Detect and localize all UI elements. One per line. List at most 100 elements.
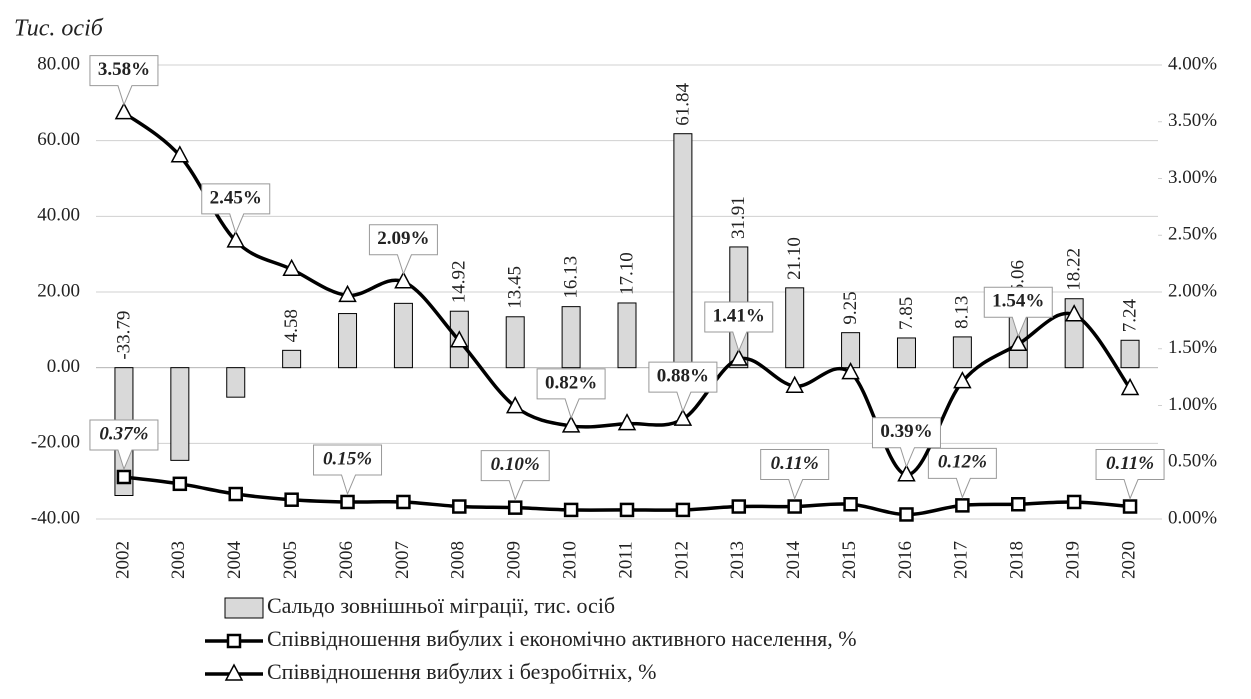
marker [1009,333,1028,351]
x-tick-label: 2016 [895,541,916,579]
y-tick-label: 60.00 [37,129,80,150]
marker [394,271,413,289]
callout: 0.11% [760,449,830,500]
marker [452,499,467,514]
bar-label: 21.10 [784,237,805,280]
callout-box [927,447,997,499]
legend-label: Сальдо зовнішньої міграції, тис. осіб [267,593,615,618]
y2-tick-label: 1.00% [1168,394,1217,415]
bar-label: -33.79 [113,311,134,360]
bar-label: 18.22 [1064,248,1085,291]
bar [1120,339,1140,369]
x-tick-label: 2010 [559,541,580,579]
data-label: 0.11% [1106,453,1154,474]
callout-box [201,183,271,235]
callout: 1.54% [983,286,1053,338]
x-tick-label: 2007 [392,541,413,579]
legend-label: Співвідношення вибулих і економічно акти… [267,626,857,651]
marker [116,469,132,485]
callout: 0.39% [871,417,941,469]
bar-label: 13.45 [505,266,526,309]
y-tick-label: -40.00 [31,507,80,528]
bar-label: 31.91 [728,196,749,239]
marker [172,476,188,492]
bar [170,367,190,461]
y2-tick-label: 3.00% [1168,167,1217,188]
y-axis-label: Тис. осіб [14,16,104,42]
marker [338,284,357,303]
x-tick-label: 2011 [615,541,636,578]
y2-tick-label: 4.00% [1168,53,1217,74]
y2-tick-label: 1.50% [1168,337,1217,358]
marker [955,498,970,513]
marker [841,361,860,380]
data-label: 1.41% [713,305,765,326]
marker [617,413,637,431]
callout-box [536,368,606,420]
y-tick-label: 40.00 [37,205,80,226]
bar [338,313,358,369]
data-label: 2.09% [377,228,429,249]
x-tick-label: 2009 [504,541,525,579]
legend-swatch [224,597,264,619]
marker [340,494,355,510]
bar-label: 7.85 [896,297,917,330]
marker [561,415,581,433]
x-tick-label: 2018 [1007,541,1028,579]
x-tick-label: 2002 [112,541,133,579]
callout: 2.45% [201,183,271,235]
y2-tick-label: 3.50% [1168,110,1217,131]
callout: 0.82% [536,368,606,420]
marker [1066,494,1082,510]
x-tick-label: 2013 [727,541,748,579]
x-tick-label: 2012 [671,541,692,579]
y-tick-label: 20.00 [37,280,80,301]
marker [843,496,858,512]
x-tick-label: 2014 [783,541,804,580]
marker [619,502,635,518]
data-label: 3.58% [98,59,150,80]
x-tick-label: 2020 [1118,541,1139,579]
bar-label: 14.92 [449,260,470,303]
x-tick-label: 2003 [168,541,189,579]
x-tick-label: 2008 [448,541,469,579]
bar [561,306,581,369]
data-label: 0.12% [938,452,987,473]
marker [228,486,243,502]
bar-label: 16.13 [560,256,581,299]
bar [505,316,525,369]
data-label: 1.54% [992,291,1044,312]
y2-tick-label: 2.50% [1168,224,1217,245]
callout-box [313,444,383,496]
callout: 0.88% [648,361,718,413]
callout-box [1095,449,1165,500]
marker [114,102,134,120]
marker [1120,377,1140,396]
data-label: 0.11% [771,453,819,474]
x-tick-label: 2006 [336,541,357,579]
callout: 0.10% [480,450,550,502]
marker [897,464,916,482]
bar [896,337,916,369]
data-label: 0.15% [323,448,372,469]
callout: 2.09% [368,224,438,276]
marker [170,145,190,163]
y2-tick-label: 0.50% [1168,451,1217,472]
bar-label: 61.84 [672,82,693,125]
x-tick-label: 2019 [1063,541,1084,579]
bar [785,287,805,369]
x-tick-label: 2015 [839,541,860,579]
callout-box [871,417,941,469]
bar [673,133,693,369]
marker [787,499,802,514]
callout: 0.12% [927,447,997,499]
y-tick-label: 80.00 [37,53,80,74]
y2-tick-label: 0.00% [1168,507,1217,528]
marker [899,507,914,522]
bar-label: 8.13 [952,296,973,329]
data-label: 0.37% [99,423,148,444]
marker [953,371,972,389]
marker [673,408,693,426]
marker [785,375,804,393]
